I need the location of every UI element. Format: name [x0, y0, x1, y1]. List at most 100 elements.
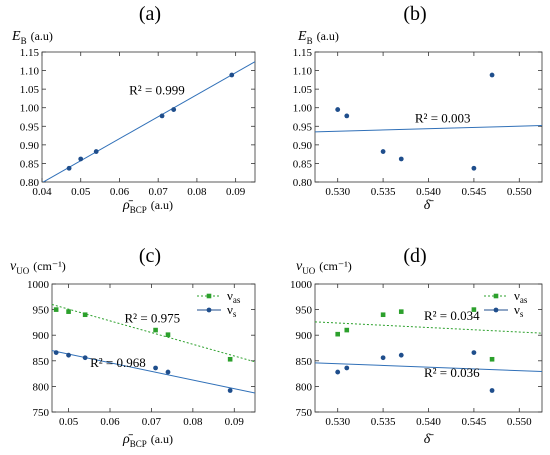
- y-tick-label: 850: [33, 356, 50, 368]
- y-tick-label: 850: [296, 356, 313, 368]
- data-point-circle: [380, 355, 386, 361]
- x-tick-label: 0.545: [462, 416, 487, 428]
- data-point-square: [153, 327, 158, 333]
- data-point-square: [489, 356, 495, 362]
- y-axis-label-main: ν: [296, 259, 303, 274]
- y-tick-label: 750: [296, 407, 313, 419]
- x-tick-label: 0.540: [416, 416, 441, 428]
- y-axis-label: EB (a.u): [11, 29, 53, 46]
- legend-label-sub: s: [520, 309, 524, 319]
- x-tick-label: 0.06: [110, 186, 130, 198]
- y-tick-label: 1.15: [293, 47, 313, 59]
- fit-line-nu-s: [52, 350, 255, 394]
- y-axis-label-sub: B: [307, 36, 313, 46]
- legend-label-sub: s: [233, 309, 237, 319]
- legend-label-main: ν: [227, 288, 233, 303]
- fit-line-nu-s: [42, 61, 255, 182]
- x-tick-label: 0.04: [32, 186, 52, 198]
- data-point-circle: [53, 350, 59, 356]
- data-point-square: [398, 309, 404, 314]
- r-squared-label: R² = 0.968: [90, 355, 146, 370]
- y-tick-label: 900: [296, 330, 313, 342]
- r-squared-label: R² = 0.034: [424, 308, 480, 323]
- x-axis-label: δ̄: [424, 198, 435, 213]
- data-point-circle: [66, 352, 71, 358]
- y-tick-label: 1.10: [20, 66, 40, 78]
- fit-line-nu-as: [52, 303, 255, 363]
- y-tick-label: 800: [296, 381, 313, 393]
- x-axis-label-main: δ̄: [424, 198, 435, 213]
- data-point-circle: [93, 149, 99, 154]
- data-point-square: [344, 327, 350, 333]
- legend-label-sub: as: [233, 295, 241, 305]
- data-point-circle: [344, 365, 350, 371]
- panel-label: (b): [403, 3, 426, 25]
- y-axis-label: νUO (cm⁻¹): [296, 259, 352, 276]
- data-point-square: [471, 307, 477, 312]
- legend-label: νas: [514, 288, 528, 305]
- x-axis-label-sub: BCP: [130, 205, 147, 215]
- y-tick-label: 1.15: [20, 47, 40, 59]
- y-axis-label-sub: B: [21, 36, 27, 46]
- data-point-circle: [335, 369, 341, 375]
- plot-frame: [314, 283, 543, 413]
- data-point-circle: [165, 369, 171, 375]
- y-axis-label-main: E: [11, 29, 21, 44]
- y-tick-label: 0.95: [293, 121, 313, 133]
- y-tick-label: 0.95: [20, 121, 40, 133]
- y-axis-label-main: E: [297, 29, 307, 44]
- y-tick-label: 800: [33, 381, 50, 393]
- x-tick-label: 0.05: [71, 186, 91, 198]
- data-point-circle: [335, 107, 341, 112]
- data-point-circle: [398, 352, 404, 358]
- y-tick-label: 750: [33, 407, 50, 419]
- x-tick-label: 0.08: [187, 186, 207, 198]
- y-axis-label-unit: (a.u): [317, 29, 339, 43]
- y-axis-label-unit: (a.u): [31, 29, 53, 43]
- x-tick-label: 0.530: [325, 416, 350, 428]
- data-point-circle: [489, 72, 495, 78]
- x-axis-label-main: ρ̄: [122, 198, 134, 213]
- y-tick-label: 950: [33, 305, 50, 317]
- y-tick-label: 0.90: [293, 140, 313, 152]
- legend-label-main: ν: [514, 288, 520, 303]
- y-tick-label: 0.80: [293, 177, 313, 189]
- data-point-square: [227, 356, 233, 362]
- y-tick-label: 1.00: [293, 103, 313, 115]
- legend-marker-square: [493, 293, 499, 299]
- y-axis-label-unit: (cm⁻¹): [319, 259, 352, 273]
- r-squared-label: R² = 0.003: [415, 111, 471, 126]
- x-tick-label: 0.540: [416, 186, 441, 198]
- legend-marker-square: [206, 293, 212, 299]
- y-tick-label: 1.00: [20, 103, 40, 115]
- panel-label: (a): [139, 3, 161, 25]
- panel-label: (c): [139, 245, 161, 267]
- x-axis-label-main: ρ̄: [122, 432, 134, 447]
- x-tick-label: 0.07: [142, 416, 162, 428]
- y-axis-label-sub: UO: [302, 266, 315, 276]
- x-axis-label: ρ̄BCP (a.u): [122, 432, 173, 449]
- panel-b: (b) 0.80 0.85 0.90 0.95 1.00 1.05 1.10 1.15 0.530…: [293, 3, 543, 213]
- data-point-square: [53, 307, 59, 312]
- x-axis-label-unit: (a.u): [151, 432, 173, 446]
- data-point-circle: [229, 72, 235, 78]
- plot-frame: [51, 283, 256, 413]
- x-tick-label: 0.550: [507, 186, 532, 198]
- x-tick-label: 0.05: [59, 416, 79, 428]
- data-point-square: [165, 332, 171, 337]
- x-tick-label: 0.08: [183, 416, 203, 428]
- x-axis-label: δ̄: [424, 432, 435, 447]
- y-tick-label: 0.85: [20, 158, 40, 170]
- y-axis-label-unit: (cm⁻¹): [33, 259, 66, 273]
- y-tick-label: 1000: [290, 279, 313, 291]
- legend-label: νs: [227, 302, 237, 319]
- panel-a: (a) 0.80 0.85 0.90 0.95 1.00 1.05 1.10 1.15 0.04 0…: [11, 3, 256, 215]
- data-point-circle: [153, 365, 158, 371]
- data-point-circle: [66, 165, 72, 171]
- y-tick-label: 1.05: [20, 84, 40, 96]
- y-axis-label-main: ν: [10, 259, 17, 274]
- legend-label: νs: [514, 302, 524, 319]
- data-point-circle: [344, 113, 350, 119]
- r-squared-label: R² = 0.036: [424, 365, 480, 380]
